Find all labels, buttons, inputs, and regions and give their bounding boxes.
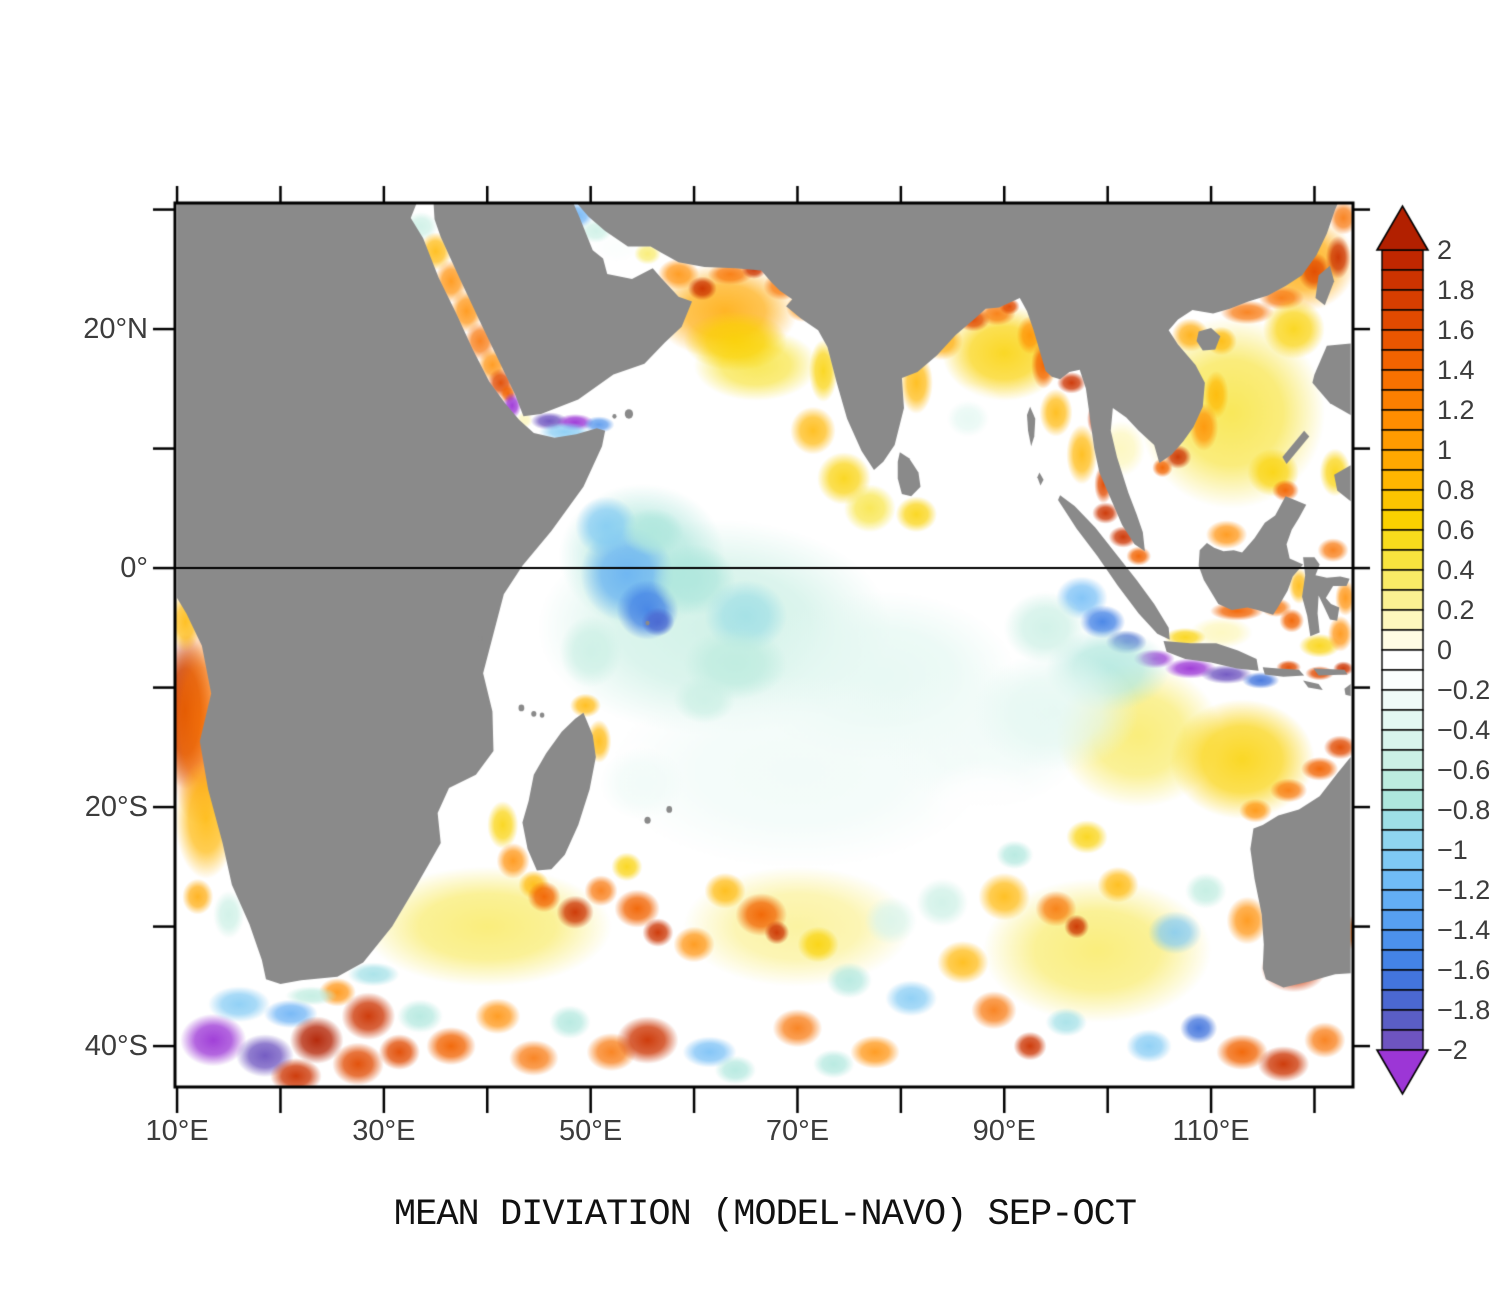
colorbar-tick-label: −1.6: [1437, 955, 1491, 985]
colorbar-tick-label: −0.2: [1437, 675, 1491, 705]
colorbar-tick-label: −1.2: [1437, 875, 1491, 905]
lat-tick-label: 0°: [120, 552, 148, 585]
plot-title: MEAN DIVIATION (MODEL-NAVO) SEP-OCT: [393, 1194, 1137, 1236]
colorbar-tick-label: 0.4: [1437, 555, 1475, 585]
colorbar-tick-label: 1.2: [1437, 395, 1475, 425]
lat-tick-label: 20°N: [83, 313, 148, 346]
colorbar-tick-label: −2: [1437, 1035, 1468, 1065]
lon-tick-label: 90°E: [972, 1115, 1036, 1147]
colorbar-tick-label: 1: [1437, 435, 1453, 465]
colorbar-tick-label: −1.4: [1437, 915, 1491, 945]
colorbar-tick-label: 0.6: [1437, 515, 1475, 545]
colorbar-tick-label: −1: [1437, 835, 1468, 865]
colorbar-tick-label: −0.8: [1437, 795, 1491, 825]
colorbar-tick-label: 2: [1437, 235, 1453, 265]
lon-tick-label: 110°E: [1172, 1115, 1250, 1147]
lon-tick-label: 30°E: [352, 1115, 416, 1147]
colorbar-tick-label: 1.8: [1437, 275, 1475, 305]
lon-tick-label: 50°E: [559, 1115, 623, 1147]
lat-tick-label: 40°S: [84, 1030, 148, 1063]
colorbar-tick-label: 1.4: [1437, 355, 1475, 385]
colorbar-tick-label: 0: [1437, 635, 1453, 665]
colorbar-tick-label: 1.6: [1437, 315, 1475, 345]
colorbar-tick-label: −0.4: [1437, 715, 1491, 745]
lon-tick-label: 10°E: [145, 1115, 209, 1147]
colorbar-tick-label: 0.8: [1437, 475, 1475, 505]
colorbar-tick-label: −1.8: [1437, 995, 1491, 1025]
colorbar-tick-label: 0.2: [1437, 595, 1475, 625]
lat-tick-label: 20°S: [84, 791, 148, 824]
colorbar-tick-label: −0.6: [1437, 755, 1491, 785]
lon-tick-label: 70°E: [765, 1115, 830, 1147]
